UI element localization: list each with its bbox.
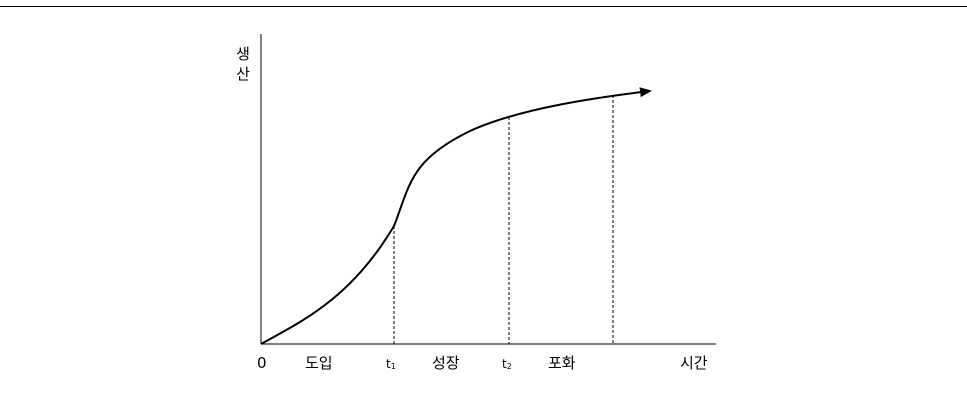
production-curve [260,87,652,345]
origin-label: 0 [257,354,267,372]
top-rule [0,6,967,7]
t2-label: t2 [502,357,512,371]
x-axis-label: 시간 [680,354,708,372]
y-axis-label: 생 산 [235,44,251,84]
t1-label: t1 [386,357,396,371]
phase-label-growth: 성장 [432,354,460,372]
y-axis-label-char-1: 생 [236,45,250,63]
phase-label-saturation: 포화 [548,354,576,372]
phase-label-introduction: 도입 [305,354,333,372]
y-axis-label-char-2: 산 [236,65,250,83]
